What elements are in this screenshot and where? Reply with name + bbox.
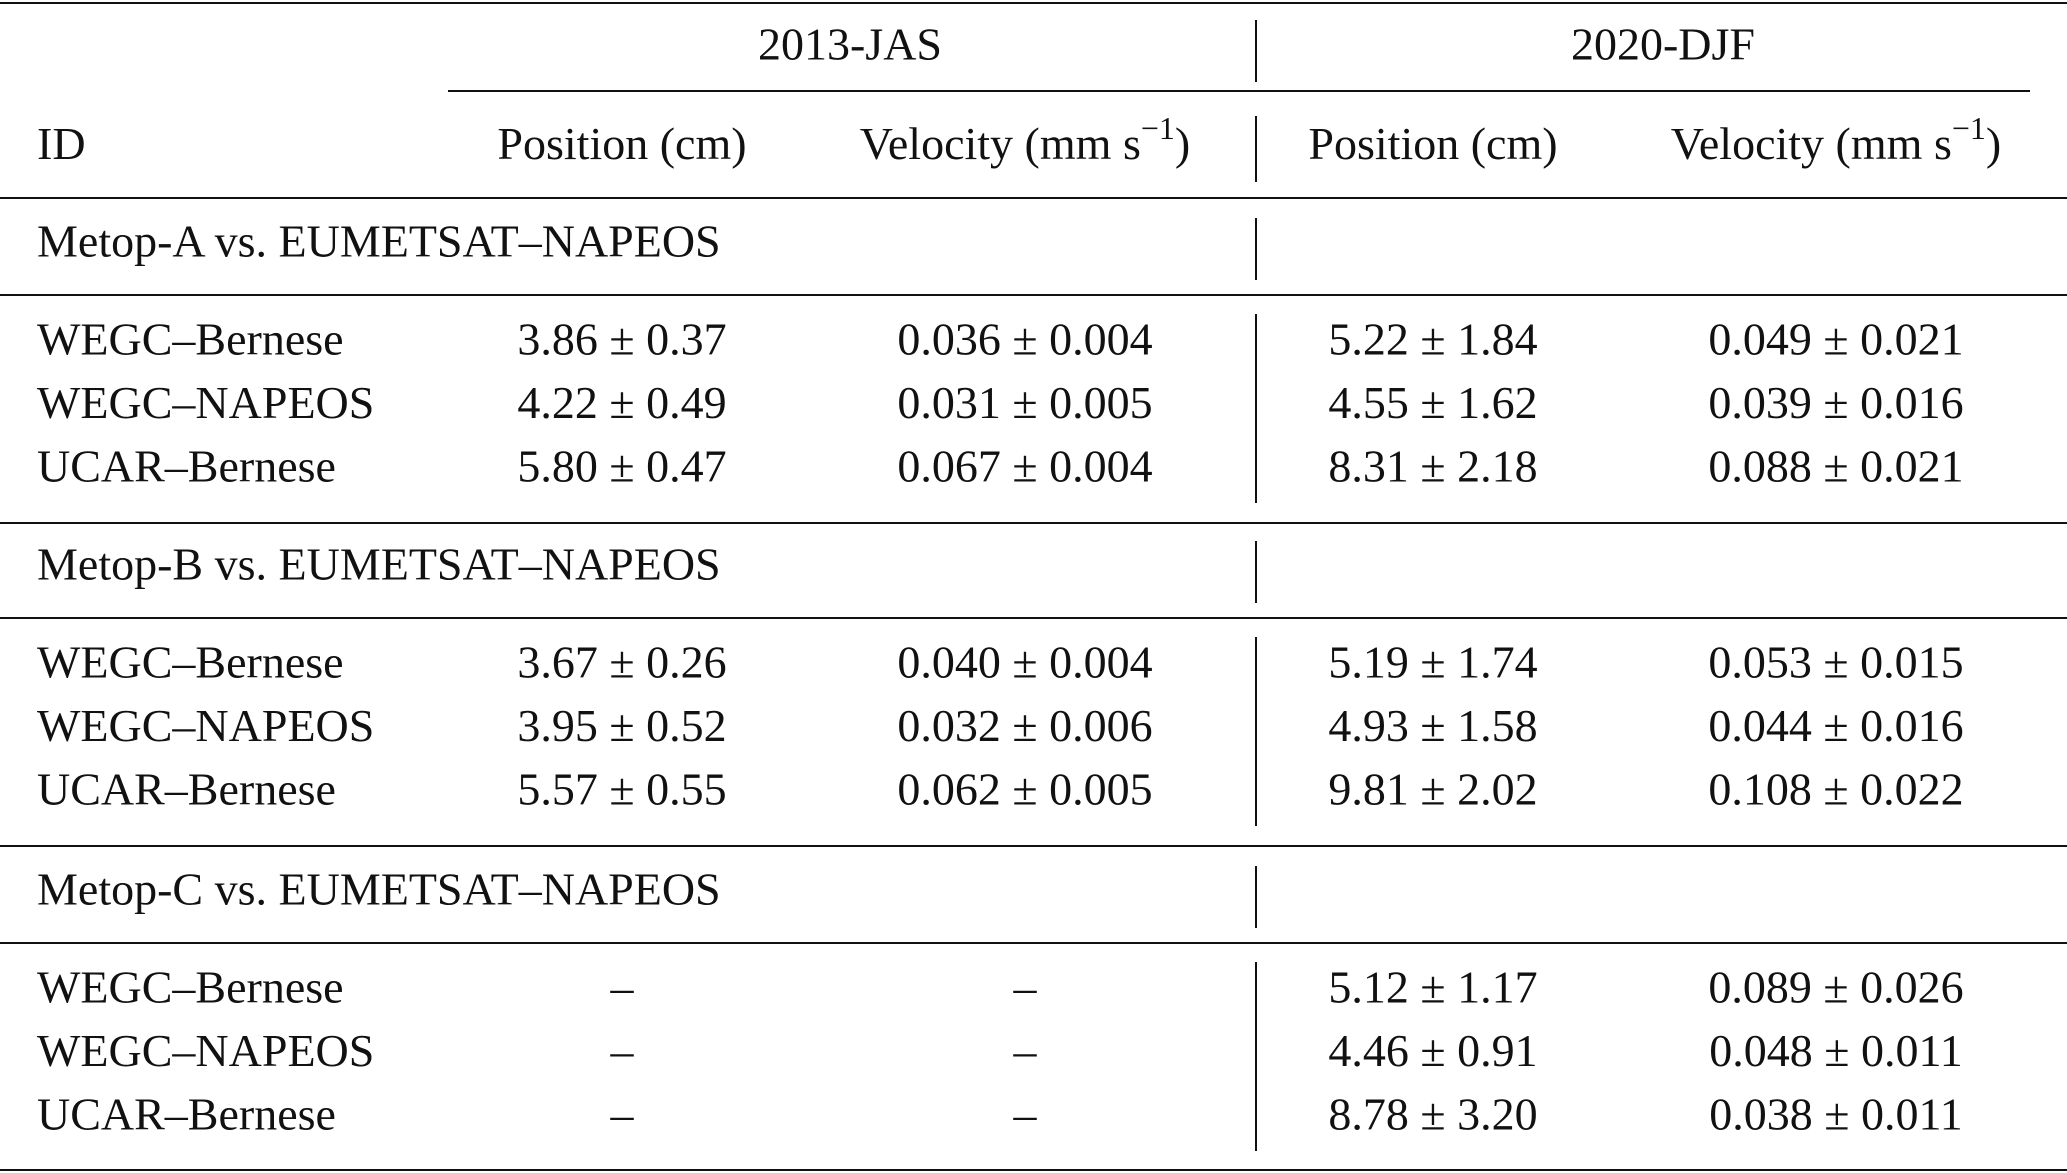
cell-value: 0.053 ± 0.015 xyxy=(1708,637,1963,688)
cell-value: 4.55 ± 1.62 xyxy=(1328,377,1537,428)
header-text: Velocity (mm s xyxy=(860,118,1141,169)
cell-value: – xyxy=(1013,962,1038,1013)
row-id: WEGC–Bernese xyxy=(37,962,344,1013)
row-id: UCAR–Bernese xyxy=(37,764,336,815)
cell-value: 0.088 ± 0.021 xyxy=(1708,441,1963,492)
cell-value: 0.108 ± 0.022 xyxy=(1708,764,1963,815)
column-header: Velocity (mm s−1) xyxy=(860,110,1190,168)
row-id: WEGC–NAPEOS xyxy=(37,377,374,428)
cell-value: 5.57 ± 0.55 xyxy=(517,764,726,815)
cell-value: 5.22 ± 1.84 xyxy=(1328,314,1537,365)
cell-value: 0.040 ± 0.004 xyxy=(897,637,1152,688)
cell-value: 5.19 ± 1.74 xyxy=(1328,637,1537,688)
header-superscript: −1 xyxy=(1141,110,1175,146)
row-id: WEGC–NAPEOS xyxy=(37,1025,374,1076)
section-title: Metop-A vs. EUMETSAT–NAPEOS xyxy=(37,216,721,267)
cell-value: 4.93 ± 1.58 xyxy=(1328,700,1537,751)
row-id: WEGC–NAPEOS xyxy=(37,700,374,751)
column-header: Position (cm) xyxy=(1308,118,1557,169)
cell-value: 4.22 ± 0.49 xyxy=(517,377,726,428)
cell-value: 3.67 ± 0.26 xyxy=(517,637,726,688)
group-header: 2020-DJF xyxy=(1571,19,1755,70)
cell-value: 0.044 ± 0.016 xyxy=(1708,700,1963,751)
cell-value: 3.95 ± 0.52 xyxy=(517,700,726,751)
cell-value: 0.048 ± 0.011 xyxy=(1709,1025,1963,1076)
cell-value: 0.031 ± 0.005 xyxy=(897,377,1152,428)
cell-value: 0.032 ± 0.006 xyxy=(897,700,1152,751)
cell-value: 5.12 ± 1.17 xyxy=(1328,962,1537,1013)
section-title: Metop-B vs. EUMETSAT–NAPEOS xyxy=(37,539,721,590)
cell-value: 0.049 ± 0.021 xyxy=(1708,314,1963,365)
header-text: Position (cm) xyxy=(1308,118,1557,169)
header-text: ) xyxy=(1175,118,1190,169)
row-id: UCAR–Bernese xyxy=(37,441,336,492)
cell-value: – xyxy=(1013,1089,1038,1140)
row-id: UCAR–Bernese xyxy=(37,1089,336,1140)
header-text: Velocity (mm s xyxy=(1671,118,1952,169)
cell-value: – xyxy=(1013,1025,1038,1076)
column-header: Position (cm) xyxy=(497,118,746,169)
row-id: WEGC–Bernese xyxy=(37,637,344,688)
header-text: Position (cm) xyxy=(497,118,746,169)
column-header: Velocity (mm s−1) xyxy=(1671,110,2001,168)
cell-value: 0.089 ± 0.026 xyxy=(1708,962,1963,1013)
cell-value: – xyxy=(610,1025,635,1076)
row-id: WEGC–Bernese xyxy=(37,314,344,365)
cell-value: 9.81 ± 2.02 xyxy=(1328,764,1537,815)
cell-value: – xyxy=(610,962,635,1013)
cell-value: – xyxy=(610,1089,635,1140)
header-text: ID xyxy=(37,118,86,169)
cell-value: 0.036 ± 0.004 xyxy=(897,314,1152,365)
cell-value: 3.86 ± 0.37 xyxy=(517,314,726,365)
cell-value: 0.038 ± 0.011 xyxy=(1709,1089,1963,1140)
cell-value: 8.31 ± 2.18 xyxy=(1328,441,1537,492)
cell-value: 4.46 ± 0.91 xyxy=(1328,1025,1537,1076)
group-header: 2013-JAS xyxy=(758,19,942,70)
cell-value: 0.062 ± 0.005 xyxy=(897,764,1152,815)
cell-value: 8.78 ± 3.20 xyxy=(1328,1089,1537,1140)
section-title: Metop-C vs. EUMETSAT–NAPEOS xyxy=(37,864,721,915)
cell-value: 0.039 ± 0.016 xyxy=(1708,377,1963,428)
header-text: ) xyxy=(1986,118,2001,169)
cell-value: 0.067 ± 0.004 xyxy=(897,441,1152,492)
column-header: ID xyxy=(37,118,86,169)
header-superscript: −1 xyxy=(1952,110,1986,146)
cell-value: 5.80 ± 0.47 xyxy=(517,441,726,492)
